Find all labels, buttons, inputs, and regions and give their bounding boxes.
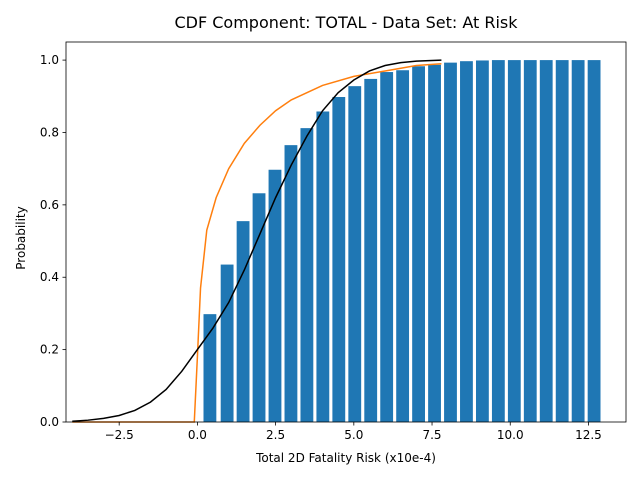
bar xyxy=(252,193,266,422)
y-tick-label: 0.8 xyxy=(40,125,59,139)
y-axis-label: Probability xyxy=(14,206,28,269)
x-tick-label: 12.5 xyxy=(575,428,602,442)
bar xyxy=(555,60,569,422)
y-tick-label: 1.0 xyxy=(40,53,59,67)
bar xyxy=(587,60,601,422)
y-tick-label: 0.0 xyxy=(40,415,59,429)
bar xyxy=(284,145,298,422)
bar xyxy=(300,128,314,422)
y-tick-label: 0.2 xyxy=(40,343,59,357)
x-tick-label: −2.5 xyxy=(105,428,134,442)
x-axis-label: Total 2D Fatality Risk (x10e-4) xyxy=(255,451,436,465)
y-tick-label: 0.4 xyxy=(40,270,59,284)
plot-area xyxy=(72,59,601,423)
x-tick-label: 0.0 xyxy=(188,428,207,442)
bar xyxy=(412,66,425,422)
axes-frame xyxy=(65,41,627,423)
bar xyxy=(460,61,473,422)
y-tick-label: 0.6 xyxy=(40,198,59,212)
bar xyxy=(236,221,250,422)
series-line-0 xyxy=(72,62,442,423)
bar xyxy=(507,60,521,422)
bar xyxy=(491,60,505,422)
bar xyxy=(475,60,489,422)
bar xyxy=(523,60,537,422)
bar xyxy=(428,64,441,423)
bar xyxy=(539,60,553,422)
bar xyxy=(396,70,410,422)
x-tick-label: 2.5 xyxy=(266,428,285,442)
bar xyxy=(268,169,282,422)
bar xyxy=(332,97,346,422)
x-tick-label: 5.0 xyxy=(344,428,363,442)
bar xyxy=(348,86,362,423)
series-line-1 xyxy=(72,59,442,423)
bar xyxy=(220,264,234,422)
bar xyxy=(203,314,217,422)
bar xyxy=(571,60,585,422)
bar xyxy=(316,111,330,422)
axes: −2.5 0.0 2.5 5.0 7.5 10.0 12.5 0.0 0.2 0.4 0.6 0.8 1… xyxy=(40,41,627,442)
bar xyxy=(444,62,457,422)
chart-title: CDF Component: TOTAL - Data Set: At Risk xyxy=(174,13,518,32)
bar xyxy=(364,78,378,423)
x-tick-label: 7.5 xyxy=(422,428,441,442)
bar xyxy=(380,72,394,423)
x-tick-label: 10.0 xyxy=(497,428,524,442)
